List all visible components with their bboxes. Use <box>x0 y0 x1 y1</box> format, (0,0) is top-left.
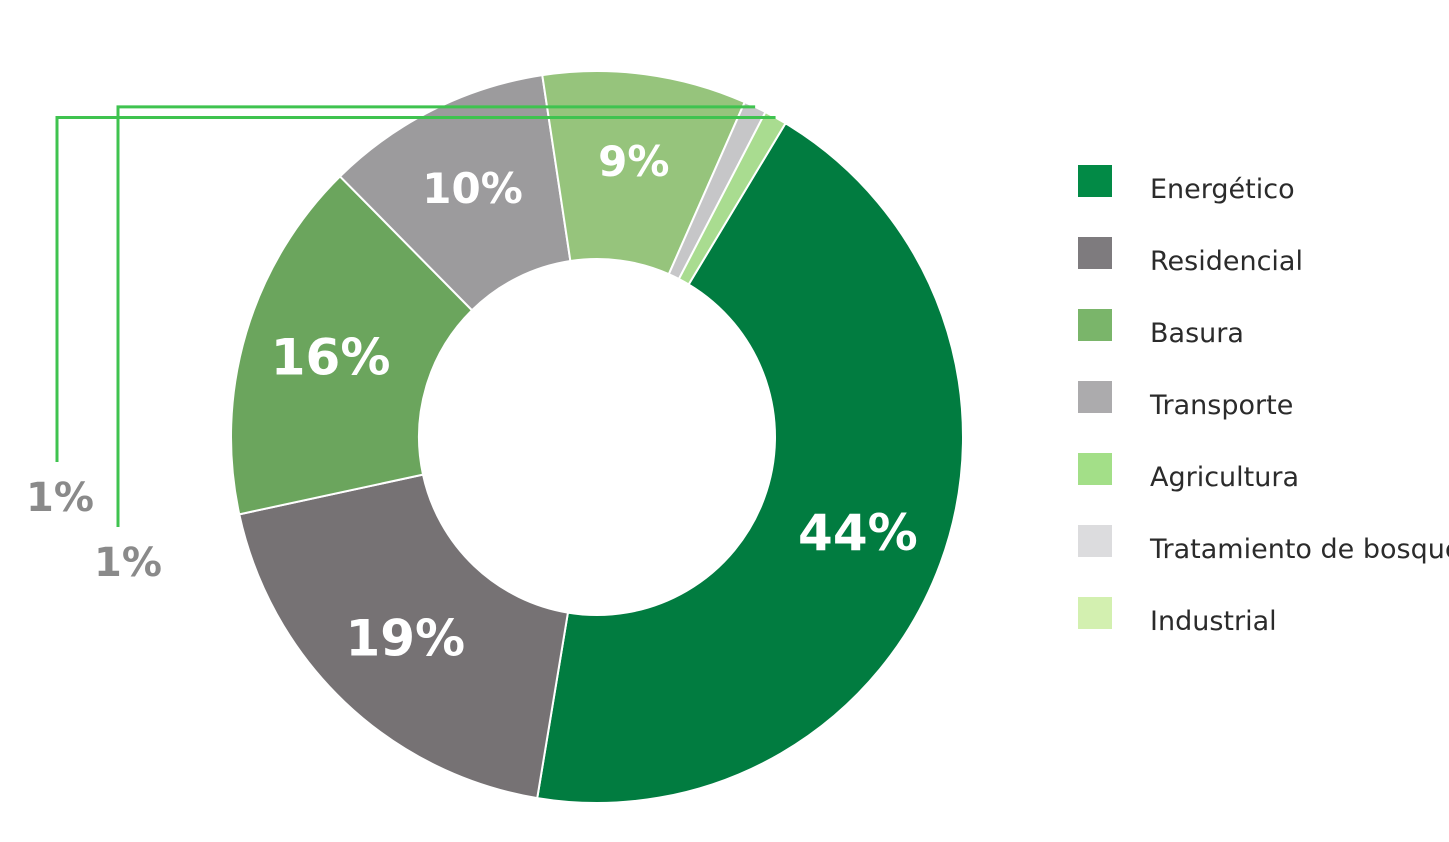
slice-label-energ-tico: 44% <box>798 504 918 562</box>
legend-label: Industrial <box>1150 606 1277 637</box>
slice-label-transporte: 10% <box>422 164 523 213</box>
slice-label-industrial: 1% <box>26 475 94 521</box>
slice-labels: 44% 19% 16% 10% 9% 1%1% <box>26 137 918 667</box>
legend-label: Residencial <box>1150 246 1303 277</box>
legend-swatch <box>1078 237 1112 269</box>
leader-lines <box>55 105 776 527</box>
legend-label: Agricultura <box>1150 462 1300 493</box>
legend-swatch <box>1078 381 1112 413</box>
legend-swatch <box>1078 453 1112 485</box>
slice-label-residencial: 19% <box>345 609 465 667</box>
slice-label-agricultura: 9% <box>598 137 669 186</box>
legend-swatch <box>1078 165 1112 197</box>
slice-energ-tico <box>536 121 964 804</box>
leader-line-tratamiento-de-bosques <box>116 105 756 527</box>
slice-industrial <box>677 110 787 286</box>
slice-label-basura: 16% <box>271 329 391 387</box>
slice-label-tratamiento-de-bosques: 1% <box>94 540 162 586</box>
legend-label: Energético <box>1150 174 1295 205</box>
legend-swatch <box>1078 525 1112 557</box>
leader-line-industrial <box>55 116 776 462</box>
legend-label: Tratamiento de bosques <box>1150 534 1449 565</box>
legend-label: Basura <box>1150 318 1244 349</box>
legend-label: Transporte <box>1150 390 1294 421</box>
slice-basura <box>230 174 474 516</box>
legend-swatch <box>1078 309 1112 341</box>
donut-slices <box>230 70 964 804</box>
legend-swatch <box>1078 597 1112 629</box>
slice-residencial <box>238 473 570 800</box>
